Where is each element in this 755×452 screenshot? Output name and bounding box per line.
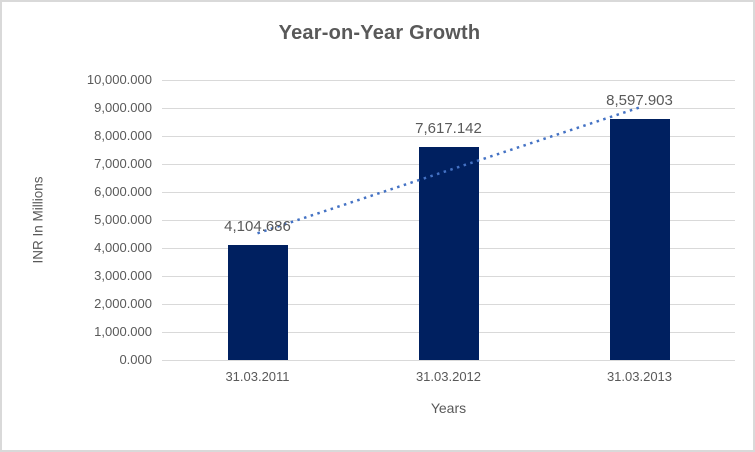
y-tick-label: 0.000 — [119, 352, 152, 367]
plot-area: 4,104.686 7,617.142 8,597.903 — [162, 80, 735, 361]
bar-31.03.2012 — [418, 146, 479, 360]
chart-title: Year-on-Year Growth — [278, 22, 481, 44]
y-tick-label: 8,000.000 — [94, 128, 152, 143]
y-tick-label: 2,000.000 — [94, 296, 152, 311]
y-tick-label: 5,000.000 — [94, 212, 152, 227]
data-label: 7,617.142 — [415, 119, 482, 137]
gridline — [162, 360, 735, 361]
gridline — [162, 108, 735, 109]
gridline — [162, 80, 735, 81]
x-tick-label: 31.03.2013 — [606, 369, 673, 384]
y-tick-label: 3,000.000 — [94, 268, 152, 283]
y-tick-label: 9,000.000 — [94, 100, 152, 115]
bar-31.03.2013 — [609, 119, 670, 360]
y-tick-label: 7,000.000 — [94, 156, 152, 171]
x-axis-title: Years — [430, 400, 467, 416]
y-tick-label: 4,000.000 — [94, 240, 152, 255]
x-tick-label: 31.03.2012 — [415, 369, 482, 384]
y-tick-label: 6,000.000 — [94, 184, 152, 199]
data-label: 4,104.686 — [224, 218, 291, 236]
gridline — [162, 136, 735, 137]
bar-31.03.2011 — [227, 245, 288, 360]
data-label: 8,597.903 — [606, 92, 673, 110]
x-tick-label: 31.03.2011 — [225, 369, 290, 384]
y-tick-label: 10,000.000 — [86, 72, 152, 87]
y-tick-label: 1,000.000 — [94, 324, 152, 339]
